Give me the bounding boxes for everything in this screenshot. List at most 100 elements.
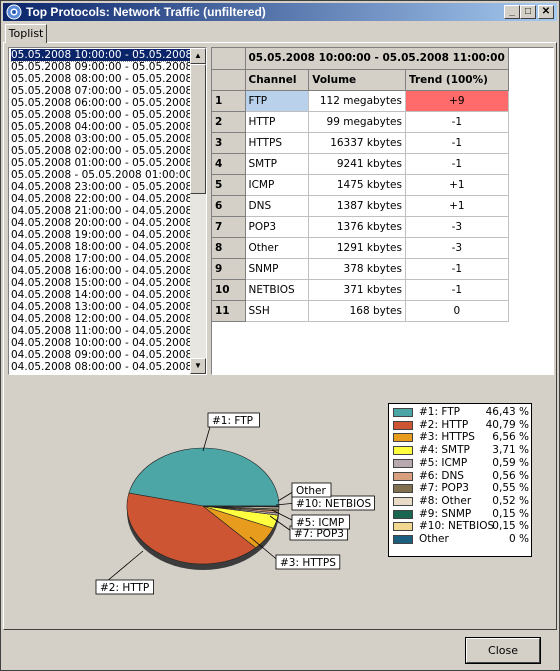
time-period-item[interactable]: 04.05.2008 20:00:00 - 04.05.2008 21:00:0… [11, 217, 191, 229]
time-period-item[interactable]: 05.05.2008 08:00:00 - 05.05.2008 09:00:0… [11, 73, 191, 85]
time-period-item[interactable]: 05.05.2008 - 05.05.2008 01:00:00 [11, 169, 191, 181]
legend-item: #2: HTTP 40,79 % [393, 419, 531, 432]
list-scrollbar[interactable]: ▲ ▼ [190, 48, 206, 374]
time-period-item[interactable]: 05.05.2008 01:00:00 - 05.05.2008 02:00:0… [11, 157, 191, 169]
legend-label: #9: SNMP [419, 507, 472, 520]
legend-item: #3: HTTPS 6,56 % [393, 431, 531, 444]
pie-slice [128, 447, 280, 507]
close-button[interactable]: Close [466, 638, 540, 663]
row-number: 6 [212, 195, 246, 217]
table-row[interactable]: 9 SNMP 378 kbytes -1 [212, 258, 509, 280]
time-period-item[interactable]: 05.05.2008 03:00:00 - 05.05.2008 04:00:0… [11, 133, 191, 145]
time-period-item[interactable]: 04.05.2008 18:00:00 - 04.05.2008 19:00:0… [11, 241, 191, 253]
column-header-channel[interactable]: Channel [245, 69, 310, 91]
channel-cell: SSH [245, 300, 310, 322]
callout-label: #7: POP3 [294, 528, 344, 540]
time-period-item[interactable]: 04.05.2008 16:00:00 - 04.05.2008 17:00:0… [11, 265, 191, 277]
table-corner [212, 48, 246, 70]
table-row[interactable]: 1 FTP 112 megabytes +9 [212, 90, 509, 112]
time-period-item[interactable]: 04.05.2008 14:00:00 - 04.05.2008 15:00:0… [11, 289, 191, 301]
legend-percent: 0,56 % [492, 469, 529, 482]
table-row[interactable]: 2 HTTP 99 megabytes -1 [212, 111, 509, 133]
time-period-item[interactable]: 05.05.2008 09:00:00 - 05.05.2008 10:00:0… [11, 61, 191, 73]
row-number: 3 [212, 132, 246, 154]
time-period-item[interactable]: 05.05.2008 07:00:00 - 05.05.2008 08:00:0… [11, 85, 191, 97]
channel-cell: HTTP [245, 111, 310, 133]
table-corner [212, 69, 246, 91]
pie-slice [126, 492, 257, 565]
row-number: 1 [212, 90, 246, 112]
trend-cell: -3 [405, 237, 509, 259]
row-number: 4 [212, 153, 246, 175]
minimize-button[interactable]: _ [504, 5, 520, 19]
callout-label: #3: HTTPS [280, 557, 336, 569]
table-row[interactable]: 10 NETBIOS 371 kbytes -1 [212, 279, 509, 301]
time-period-item[interactable]: 04.05.2008 23:00:00 - 05.05.2008 [11, 181, 191, 193]
channel-cell: FTP [245, 90, 310, 112]
trend-cell: +9 [405, 90, 509, 112]
close-window-button[interactable]: ✕ [538, 5, 554, 19]
title-bar[interactable]: Top Protocols: Network Traffic (unfilter… [3, 3, 557, 21]
scroll-thumb[interactable] [190, 64, 206, 194]
scroll-down-button[interactable]: ▼ [190, 358, 206, 374]
legend-item: Other 0 % [393, 533, 531, 546]
time-period-item[interactable]: 04.05.2008 12:00:00 - 04.05.2008 13:00:0… [11, 313, 191, 325]
time-period-item[interactable]: 04.05.2008 13:00:00 - 04.05.2008 14:00:0… [11, 301, 191, 313]
table-row[interactable]: 8 Other 1291 kbytes -3 [212, 237, 509, 259]
time-period-item[interactable]: 04.05.2008 15:00:00 - 04.05.2008 16:00:0… [11, 277, 191, 289]
time-period-item[interactable]: 04.05.2008 11:00:00 - 04.05.2008 12:00:0… [11, 325, 191, 337]
table-row[interactable]: 5 ICMP 1475 kbytes +1 [212, 174, 509, 196]
time-period-item[interactable]: 05.05.2008 05:00:00 - 05.05.2008 06:00:0… [11, 109, 191, 121]
time-period-item[interactable]: 04.05.2008 19:00:00 - 04.05.2008 20:00:0… [11, 229, 191, 241]
volume-cell: 9241 kbytes [308, 153, 406, 175]
channel-cell: DNS [245, 195, 310, 217]
legend-item: #9: SNMP 0,15 % [393, 508, 531, 521]
scroll-up-button[interactable]: ▲ [190, 48, 206, 64]
column-header-trend[interactable]: Trend (100%) [405, 69, 509, 91]
legend-label: Other [419, 533, 449, 545]
channel-cell: POP3 [245, 216, 310, 238]
time-period-item[interactable]: 04.05.2008 10:00:00 - 04.05.2008 11:00:0… [11, 337, 191, 349]
row-number: 11 [212, 300, 246, 322]
time-period-item[interactable]: 04.05.2008 09:00:00 - 04.05.2008 10:00:0… [11, 349, 191, 361]
legend-item: #6: DNS 0,56 % [393, 470, 531, 483]
legend-label: #2: HTTP [419, 418, 469, 431]
time-period-item[interactable]: 04.05.2008 17:00:00 - 04.05.2008 18:00:0… [11, 253, 191, 265]
table-row[interactable]: 4 SMTP 9241 kbytes -1 [212, 153, 509, 175]
table-row[interactable]: 3 HTTPS 16337 kbytes -1 [212, 132, 509, 154]
trend-cell: -1 [405, 111, 509, 133]
legend-label: #10: NETBIOS [419, 520, 495, 533]
column-header-volume[interactable]: Volume [308, 69, 406, 91]
protocol-pie-chart: #1: FTP #2: HTTP #3: HTTPS #7: POP3#5: ICMP… [95, 412, 375, 595]
table-row[interactable]: 6 DNS 1387 kbytes +1 [212, 195, 509, 217]
time-period-list[interactable]: 05.05.2008 10:00:00 - 05.05.2008 11:00:0… [8, 47, 207, 375]
time-period-item[interactable]: 05.05.2008 10:00:00 - 05.05.2008 11:00:0… [11, 49, 191, 62]
time-period-item[interactable]: 05.05.2008 02:00:00 - 05.05.2008 03:00:0… [11, 145, 191, 157]
window-title: Top Protocols: Network Traffic (unfilter… [26, 5, 266, 19]
time-period-item[interactable]: 04.05.2008 08:00:00 - 04.05.2008 09:00:0… [11, 361, 191, 373]
time-period-item[interactable]: 05.05.2008 06:00:00 - 05.05.2008 07:00:0… [11, 97, 191, 109]
time-period-item[interactable]: 04.05.2008 22:00:00 - 04.05.2008 23:00:0… [11, 193, 191, 205]
trend-cell: -1 [405, 258, 509, 280]
chart-legend: #1: FTP 46,43 % #2: HTTP 40,79 % #3: HTTPS 6,… [388, 403, 532, 557]
legend-label: #6: DNS [419, 469, 464, 482]
row-number: 8 [212, 237, 246, 259]
trend-cell: +1 [405, 195, 509, 217]
volume-cell: 1475 kbytes [308, 174, 406, 196]
legend-percent: 0,52 % [492, 494, 529, 507]
tab-toplist[interactable]: Toplist [5, 24, 47, 43]
table-row[interactable]: 7 POP3 1376 kbytes -3 [212, 216, 509, 238]
channel-cell: NETBIOS [245, 279, 310, 301]
legend-percent: 0,15 % [492, 507, 529, 520]
volume-cell: 1387 kbytes [308, 195, 406, 217]
table-row[interactable]: 11 SSH 168 bytes 0 [212, 300, 509, 322]
channel-cell: HTTPS [245, 132, 310, 154]
legend-item: #1: FTP 46,43 % [393, 406, 531, 419]
legend-percent: 0,59 % [492, 456, 529, 469]
time-period-item[interactable]: 04.05.2008 21:00:00 - 04.05.2008 22:00:0… [11, 205, 191, 217]
time-period-item[interactable]: 05.05.2008 04:00:00 - 05.05.2008 05:00:0… [11, 121, 191, 133]
legend-swatch [393, 522, 413, 532]
legend-item: #8: Other 0,52 % [393, 495, 531, 508]
legend-swatch [393, 509, 413, 519]
maximize-button[interactable]: □ [520, 5, 536, 19]
